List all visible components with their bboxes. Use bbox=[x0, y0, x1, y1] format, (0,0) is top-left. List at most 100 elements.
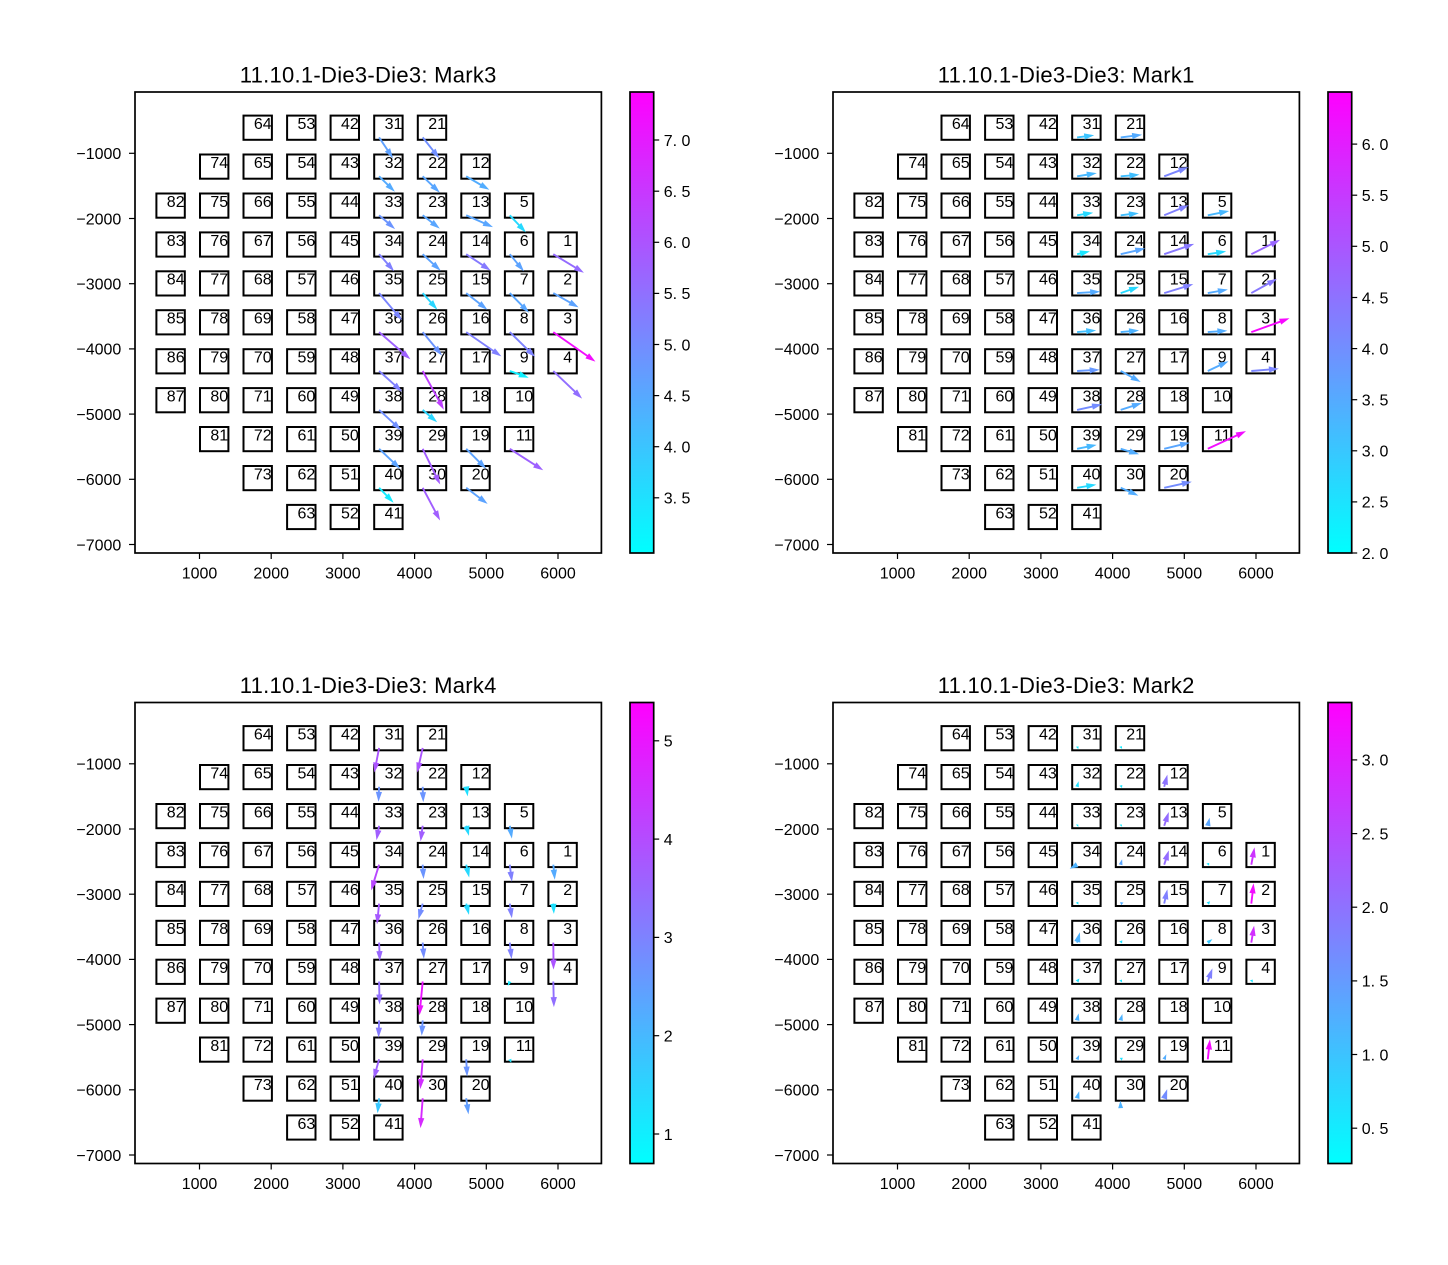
svg-text:16: 16 bbox=[472, 311, 490, 328]
svg-text:84: 84 bbox=[865, 272, 883, 289]
svg-text:3. 0: 3. 0 bbox=[1362, 753, 1389, 770]
svg-text:17: 17 bbox=[1170, 960, 1188, 977]
svg-text:34: 34 bbox=[1083, 233, 1101, 250]
svg-text:28: 28 bbox=[1126, 999, 1144, 1016]
svg-text:50: 50 bbox=[1039, 427, 1057, 444]
svg-text:−3000: −3000 bbox=[76, 887, 121, 904]
svg-text:70: 70 bbox=[254, 960, 272, 977]
svg-text:13: 13 bbox=[472, 804, 490, 821]
svg-text:41: 41 bbox=[1083, 505, 1101, 522]
svg-text:24: 24 bbox=[428, 843, 446, 860]
svg-text:85: 85 bbox=[167, 921, 185, 938]
svg-text:50: 50 bbox=[341, 1038, 359, 1055]
svg-text:5: 5 bbox=[1218, 804, 1227, 821]
svg-text:45: 45 bbox=[341, 233, 359, 250]
svg-text:−4000: −4000 bbox=[76, 342, 121, 359]
svg-text:41: 41 bbox=[385, 1116, 403, 1133]
svg-text:5. 5: 5. 5 bbox=[664, 286, 691, 303]
svg-text:6000: 6000 bbox=[1238, 1176, 1274, 1193]
svg-text:51: 51 bbox=[341, 1077, 359, 1094]
svg-text:7: 7 bbox=[520, 882, 529, 899]
svg-text:38: 38 bbox=[1083, 999, 1101, 1016]
svg-text:68: 68 bbox=[952, 272, 970, 289]
svg-text:37: 37 bbox=[385, 350, 403, 367]
svg-text:71: 71 bbox=[254, 999, 272, 1016]
svg-text:46: 46 bbox=[341, 882, 359, 899]
svg-text:67: 67 bbox=[952, 233, 970, 250]
svg-text:5000: 5000 bbox=[1167, 1176, 1203, 1193]
svg-text:11: 11 bbox=[516, 1038, 533, 1055]
svg-text:19: 19 bbox=[472, 1038, 490, 1055]
svg-text:74: 74 bbox=[210, 765, 228, 782]
svg-text:44: 44 bbox=[1039, 194, 1057, 211]
svg-text:65: 65 bbox=[952, 765, 970, 782]
svg-text:17: 17 bbox=[1170, 350, 1188, 367]
svg-text:3: 3 bbox=[563, 921, 572, 938]
svg-text:40: 40 bbox=[1083, 466, 1101, 483]
svg-text:39: 39 bbox=[385, 1038, 403, 1055]
svg-text:1000: 1000 bbox=[880, 565, 916, 582]
svg-text:−6000: −6000 bbox=[76, 472, 121, 489]
svg-text:62: 62 bbox=[996, 466, 1014, 483]
svg-text:16: 16 bbox=[1170, 311, 1188, 328]
svg-text:86: 86 bbox=[167, 350, 185, 367]
svg-text:65: 65 bbox=[254, 765, 272, 782]
svg-text:70: 70 bbox=[952, 350, 970, 367]
svg-text:80: 80 bbox=[908, 389, 926, 406]
svg-text:48: 48 bbox=[341, 960, 359, 977]
svg-text:52: 52 bbox=[1039, 1116, 1057, 1133]
svg-text:60: 60 bbox=[298, 999, 316, 1016]
svg-text:3000: 3000 bbox=[325, 1176, 361, 1193]
svg-text:66: 66 bbox=[952, 194, 970, 211]
svg-text:5000: 5000 bbox=[469, 565, 505, 582]
svg-text:32: 32 bbox=[1083, 765, 1101, 782]
svg-text:38: 38 bbox=[385, 999, 403, 1016]
svg-text:−1000: −1000 bbox=[76, 757, 121, 774]
svg-text:6: 6 bbox=[1218, 233, 1227, 250]
svg-text:−4000: −4000 bbox=[774, 952, 819, 969]
svg-text:35: 35 bbox=[1083, 882, 1101, 899]
svg-text:−6000: −6000 bbox=[76, 1083, 121, 1100]
svg-text:13: 13 bbox=[1170, 804, 1188, 821]
svg-text:0. 5: 0. 5 bbox=[1362, 1121, 1389, 1138]
svg-text:24: 24 bbox=[1126, 233, 1144, 250]
svg-text:74: 74 bbox=[210, 155, 228, 172]
svg-text:31: 31 bbox=[1083, 727, 1101, 744]
svg-text:6. 0: 6. 0 bbox=[1362, 137, 1389, 154]
svg-text:22: 22 bbox=[428, 155, 446, 172]
svg-text:6. 0: 6. 0 bbox=[664, 235, 691, 252]
svg-text:40: 40 bbox=[385, 1077, 403, 1094]
svg-text:52: 52 bbox=[341, 1116, 359, 1133]
svg-text:68: 68 bbox=[952, 882, 970, 899]
svg-text:44: 44 bbox=[1039, 804, 1057, 821]
svg-text:78: 78 bbox=[210, 311, 228, 328]
svg-text:67: 67 bbox=[952, 843, 970, 860]
svg-text:87: 87 bbox=[865, 999, 883, 1016]
svg-text:59: 59 bbox=[996, 350, 1014, 367]
svg-text:25: 25 bbox=[428, 882, 446, 899]
svg-text:6. 5: 6. 5 bbox=[664, 184, 691, 201]
svg-text:45: 45 bbox=[341, 843, 359, 860]
svg-text:80: 80 bbox=[908, 999, 926, 1016]
svg-text:1: 1 bbox=[563, 233, 572, 250]
svg-text:46: 46 bbox=[1039, 882, 1057, 899]
svg-text:60: 60 bbox=[298, 389, 316, 406]
svg-text:86: 86 bbox=[865, 960, 883, 977]
svg-text:2. 5: 2. 5 bbox=[1362, 826, 1389, 843]
svg-text:58: 58 bbox=[996, 921, 1014, 938]
svg-text:58: 58 bbox=[298, 921, 316, 938]
svg-text:3000: 3000 bbox=[1023, 1176, 1059, 1193]
svg-text:−4000: −4000 bbox=[76, 952, 121, 969]
svg-text:30: 30 bbox=[1126, 1077, 1144, 1094]
svg-text:31: 31 bbox=[385, 116, 403, 133]
svg-text:83: 83 bbox=[167, 233, 185, 250]
svg-text:9: 9 bbox=[520, 960, 529, 977]
svg-text:16: 16 bbox=[472, 921, 490, 938]
svg-text:−7000: −7000 bbox=[774, 537, 819, 554]
svg-text:77: 77 bbox=[908, 272, 926, 289]
svg-text:5. 5: 5. 5 bbox=[1362, 188, 1389, 205]
svg-text:56: 56 bbox=[996, 233, 1014, 250]
svg-text:56: 56 bbox=[298, 233, 316, 250]
svg-text:4: 4 bbox=[664, 832, 673, 849]
svg-text:70: 70 bbox=[254, 350, 272, 367]
